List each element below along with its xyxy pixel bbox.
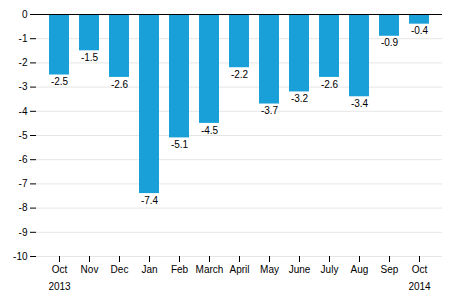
svg-text:Feb: Feb <box>171 264 189 275</box>
svg-text:-7.4: -7.4 <box>141 195 159 206</box>
svg-text:-5.1: -5.1 <box>171 139 189 150</box>
svg-text:Oct: Oct <box>52 264 68 275</box>
svg-text:-6: -6 <box>19 154 28 165</box>
svg-text:Nov: Nov <box>81 264 99 275</box>
svg-text:June: June <box>289 264 311 275</box>
svg-text:July: July <box>321 264 339 275</box>
svg-text:-2.5: -2.5 <box>51 76 69 87</box>
svg-text:May: May <box>260 264 279 275</box>
svg-text:-7: -7 <box>19 178 28 189</box>
svg-text:Dec: Dec <box>111 264 129 275</box>
svg-text:-4.5: -4.5 <box>201 125 219 136</box>
svg-text:-3.7: -3.7 <box>261 105 279 116</box>
svg-text:Oct: Oct <box>412 264 428 275</box>
svg-text:-2.2: -2.2 <box>231 69 249 80</box>
svg-text:-9: -9 <box>19 227 28 238</box>
svg-text:-4: -4 <box>19 106 28 117</box>
svg-text:-5: -5 <box>19 130 28 141</box>
svg-text:-3.4: -3.4 <box>351 98 369 109</box>
svg-text:-10: -10 <box>13 251 28 262</box>
svg-text:-2.6: -2.6 <box>111 79 129 90</box>
svg-text:-0.4: -0.4 <box>411 25 429 36</box>
svg-text:-0.9: -0.9 <box>381 37 399 48</box>
svg-text:Aug: Aug <box>351 264 369 275</box>
svg-text:Sep: Sep <box>381 264 399 275</box>
svg-text:-8: -8 <box>19 202 28 213</box>
svg-text:-1: -1 <box>19 33 28 44</box>
svg-text:2013: 2013 <box>48 281 71 292</box>
svg-text:March: March <box>196 264 224 275</box>
svg-text:2014: 2014 <box>408 281 431 292</box>
svg-text:0: 0 <box>22 9 28 20</box>
svg-text:-2.6: -2.6 <box>321 79 339 90</box>
svg-text:April: April <box>229 264 249 275</box>
svg-text:Jan: Jan <box>141 264 157 275</box>
svg-text:-3.2: -3.2 <box>291 93 309 104</box>
svg-text:-1.5: -1.5 <box>81 52 99 63</box>
svg-text:-2: -2 <box>19 57 28 68</box>
svg-text:-3: -3 <box>19 81 28 92</box>
